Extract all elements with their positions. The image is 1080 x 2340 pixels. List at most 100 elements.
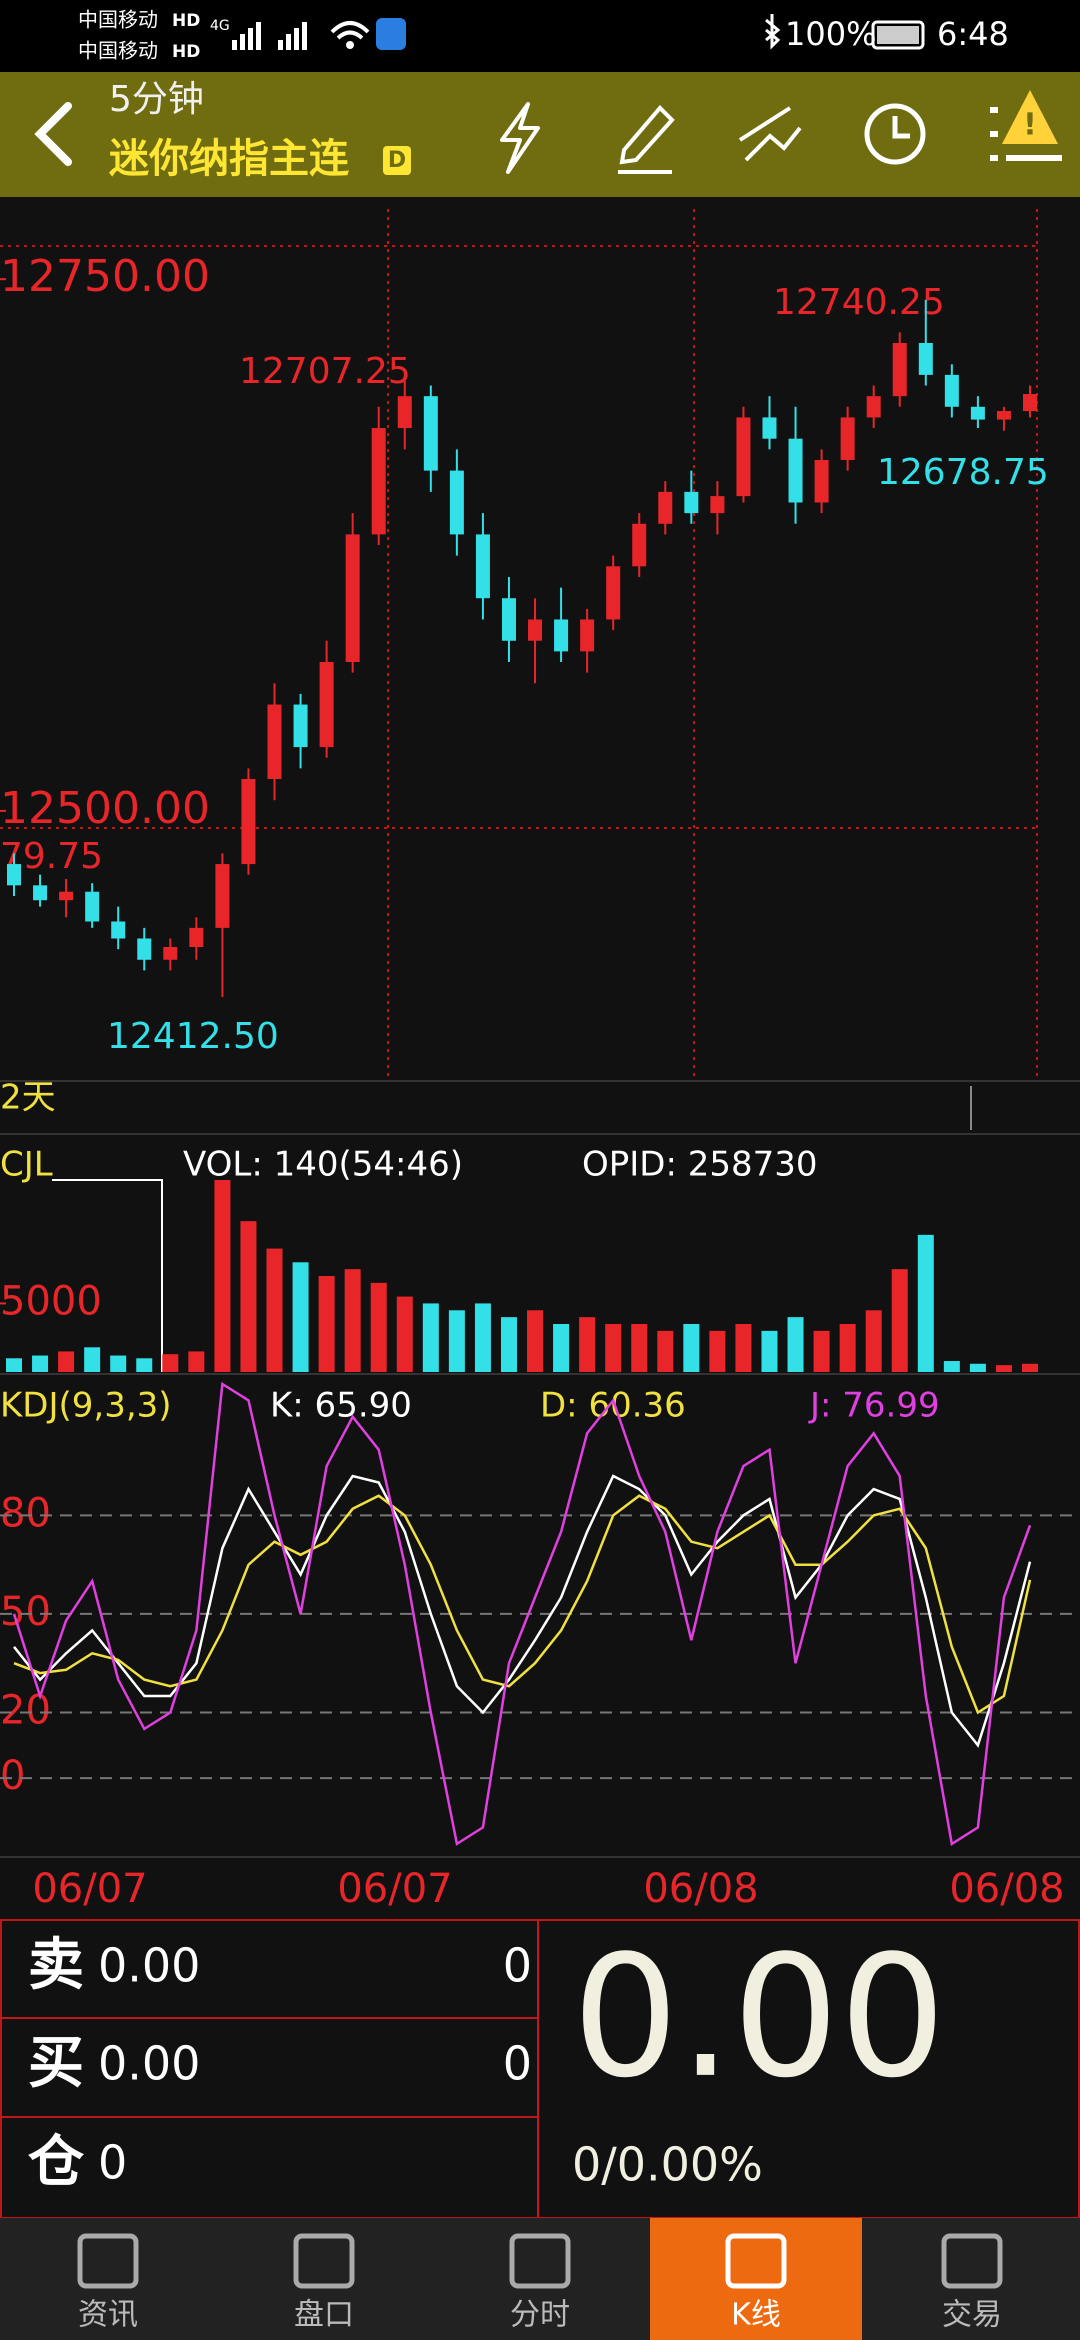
price-annotation: 12678.75 bbox=[877, 452, 1049, 493]
tab-label: 资讯 bbox=[78, 2298, 138, 2333]
candle-body bbox=[345, 534, 360, 663]
volume-bar bbox=[110, 1355, 127, 1372]
indicator-value: J: 76.99 bbox=[808, 1386, 940, 1426]
badge: D bbox=[388, 148, 406, 173]
position: 0 bbox=[98, 2136, 127, 2190]
tab-icon bbox=[77, 2233, 139, 2289]
volume-bar bbox=[188, 1351, 205, 1372]
sell-price: 0.00 bbox=[98, 1939, 200, 1993]
indicator-value: K: 65.90 bbox=[270, 1386, 412, 1426]
carrier: 中国移动 bbox=[78, 8, 158, 32]
tab-label: 盘口 bbox=[294, 2298, 354, 2333]
indicator-label: KDJ(9,3,3) bbox=[0, 1386, 172, 1426]
price-annotation: 12500.00 bbox=[0, 783, 210, 834]
candle-body bbox=[762, 417, 777, 439]
history-button[interactable] bbox=[864, 103, 926, 165]
y-tick-label: 5000 bbox=[0, 1278, 102, 1324]
y-tick-label: 80 bbox=[0, 1490, 51, 1536]
volume-bar bbox=[214, 1180, 231, 1372]
volume-bar bbox=[553, 1324, 570, 1372]
candle-body bbox=[397, 396, 412, 429]
volume-bar bbox=[344, 1269, 361, 1372]
candle-body bbox=[423, 396, 438, 471]
volume-bar bbox=[396, 1296, 413, 1372]
candle-body bbox=[788, 438, 803, 503]
volume-bar bbox=[6, 1358, 22, 1372]
shield-icon bbox=[376, 18, 406, 50]
sell-qty: 0 bbox=[503, 1939, 532, 1993]
change: 0/0.00% bbox=[572, 2138, 763, 2192]
draw-button[interactable] bbox=[618, 105, 675, 174]
y-tick-label: 50 bbox=[0, 1589, 51, 1635]
volume-bar bbox=[448, 1310, 465, 1372]
candle-body bbox=[189, 927, 204, 948]
candle-body bbox=[241, 778, 256, 865]
tab[interactable]: K线 bbox=[650, 2218, 862, 2340]
instrument-name: 迷你纳指主连 bbox=[109, 136, 350, 182]
volume-bar bbox=[891, 1269, 908, 1372]
candle-body bbox=[632, 523, 647, 567]
tab-icon bbox=[293, 2233, 355, 2289]
volume-bar bbox=[527, 1310, 544, 1372]
tab[interactable]: 交易 bbox=[941, 2233, 1003, 2333]
open-interest-line bbox=[52, 1179, 163, 1372]
candle-body bbox=[163, 947, 178, 960]
y-tick-label: 0 bbox=[0, 1753, 25, 1799]
candle-body bbox=[970, 406, 985, 420]
tab[interactable]: 资讯 bbox=[77, 2233, 139, 2333]
tab-icon bbox=[509, 2233, 571, 2289]
candle-body bbox=[111, 921, 126, 939]
tab[interactable]: 分时 bbox=[509, 2233, 571, 2333]
volume-bar bbox=[579, 1317, 596, 1372]
volume-bar bbox=[84, 1347, 101, 1372]
volume-bar bbox=[943, 1361, 960, 1372]
volume-bar bbox=[500, 1317, 517, 1372]
sell-label: 卖 bbox=[28, 1933, 84, 1998]
candle-body bbox=[7, 864, 21, 886]
signal-icon bbox=[232, 22, 307, 50]
wifi-icon bbox=[330, 21, 370, 40]
volume-bar bbox=[162, 1354, 179, 1372]
battery-icon bbox=[871, 20, 925, 50]
kdj-line bbox=[13, 1494, 1032, 1715]
volume-bar bbox=[657, 1330, 674, 1372]
candle-body bbox=[33, 885, 48, 901]
volume-bar bbox=[32, 1355, 49, 1372]
indicator-label: CJL bbox=[0, 1145, 53, 1185]
candle-body bbox=[736, 417, 751, 497]
alert-lines bbox=[990, 107, 1062, 161]
tab-label: 分时 bbox=[510, 2298, 570, 2333]
carrier: 中国移动 bbox=[78, 39, 158, 63]
tab-icon bbox=[725, 2233, 787, 2289]
candle-body bbox=[85, 891, 100, 922]
candle-body bbox=[267, 704, 282, 779]
volume-bar bbox=[240, 1221, 257, 1372]
quote-borders bbox=[0, 1919, 1080, 2219]
price-annotation: 12707.25 bbox=[239, 351, 411, 392]
volume-bar bbox=[631, 1324, 648, 1372]
net: 4G bbox=[210, 18, 230, 34]
indicator-value: D: 60.36 bbox=[540, 1386, 686, 1426]
price-annotation: 2天 bbox=[0, 1078, 56, 1118]
alert-button[interactable] bbox=[1002, 90, 1058, 144]
tabs: 资讯 盘口 分时 K线 交易 bbox=[77, 2218, 1003, 2340]
volume-bar bbox=[995, 1365, 1012, 1372]
candle-body bbox=[710, 496, 725, 514]
clock: 6:48 bbox=[937, 15, 1009, 53]
volume-bar bbox=[605, 1324, 622, 1372]
bluetooth-icon bbox=[765, 14, 781, 50]
volume-bar bbox=[58, 1351, 75, 1372]
flash-button[interactable] bbox=[500, 102, 540, 174]
volume-bar bbox=[136, 1358, 153, 1372]
line-tool-button[interactable] bbox=[738, 106, 802, 162]
volume-bar bbox=[839, 1324, 856, 1372]
candle-body bbox=[684, 491, 699, 514]
candle-body bbox=[814, 459, 829, 503]
wifi-dot bbox=[346, 41, 354, 49]
volume-bar bbox=[761, 1330, 778, 1372]
candle-body bbox=[580, 619, 595, 652]
back-button[interactable] bbox=[34, 102, 72, 166]
badge-box bbox=[383, 146, 411, 175]
volume-bar bbox=[813, 1330, 830, 1372]
tab[interactable]: 盘口 bbox=[293, 2233, 355, 2333]
